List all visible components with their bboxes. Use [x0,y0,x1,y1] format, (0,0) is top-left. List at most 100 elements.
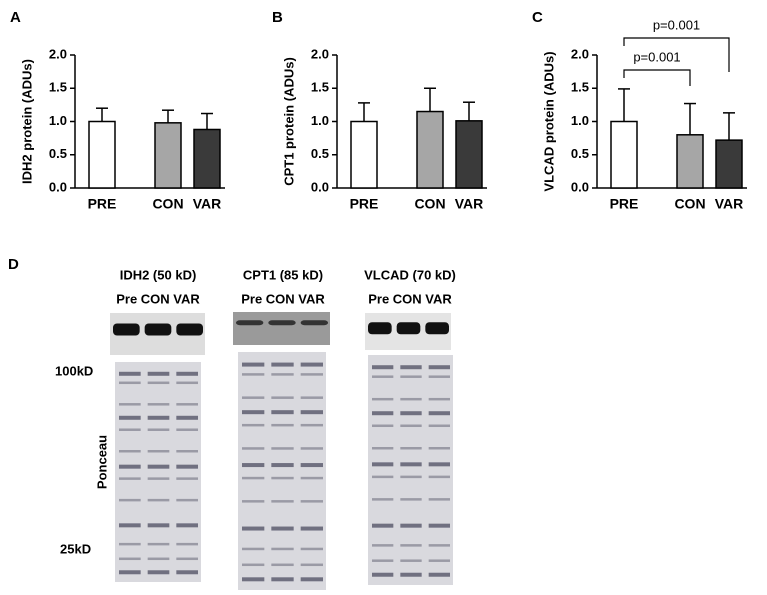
ponceau-band [428,365,450,370]
bar [350,120,378,189]
ponceau-band [372,572,394,577]
x-tick-label: VAR [193,196,222,212]
ponceau-band [428,544,450,547]
ponceau-band [147,570,170,575]
ponceau-band [147,477,170,480]
bar [676,134,704,189]
ponceau-band [300,526,323,531]
ponceau-band [242,410,265,415]
ponceau-band [119,403,141,406]
y-tick-label: 1.5 [571,80,589,95]
ponceau-band [271,463,294,468]
ponceau-band [372,544,394,547]
x-tick-label: CON [674,196,705,212]
ponceau-band [271,362,294,367]
ponceau-band [428,397,450,401]
ponceau-band [400,375,422,378]
x-tick-label: PRE [610,196,639,212]
ponceau-band [300,396,323,399]
p-value: p=0.001 [633,49,680,64]
ponceau-band [119,542,141,546]
ponceau-band [372,498,394,501]
y-tick-label: 1.0 [571,113,589,128]
ponceau-band [300,373,323,376]
ponceau-band [400,498,422,501]
bar [715,139,743,189]
ponceau-band [176,450,198,453]
y-axis-label: VLCAD protein (ADUs) [541,51,556,191]
ponceau-band [300,447,323,450]
bar [193,128,221,189]
ponceau-band [147,557,170,561]
ponceau-band [176,371,198,376]
panel-label: B [272,9,283,26]
ponceau-band [176,498,198,502]
ponceau-band [147,381,170,385]
ponceau-band [300,547,323,551]
y-tick-label: 0.5 [311,146,329,161]
significance-bracket [623,37,730,72]
blot-band [268,320,296,326]
y-tick-label: 0.0 [311,179,329,194]
ponceau-band [119,498,141,502]
ponceau-band [271,500,294,503]
ponceau-band [372,375,394,378]
blot-band [300,320,328,326]
ponceau-band [400,544,422,547]
ponceau-band [271,563,294,567]
blot-band [176,323,203,336]
lane-labels: Pre CON VAR [241,291,325,306]
ponceau-band [428,411,450,416]
ponceau-band [242,423,265,427]
blot-title: IDH2 (50 kD) [120,267,197,282]
ponceau-band [242,362,265,367]
ponceau-band [271,447,294,450]
blot-title: VLCAD (70 kD) [364,267,456,282]
y-tick-label: 1.5 [311,80,329,95]
ponceau-band [176,477,198,480]
ponceau-band [428,572,450,577]
ponceau-image [115,362,201,582]
ponceau-band [400,475,422,479]
ponceau-band [428,447,450,450]
x-tick-label: PRE [88,196,117,212]
ponceau-band [242,526,265,531]
blot-band [368,322,392,335]
marker-label: 25kD [60,541,91,556]
ponceau-band [242,476,265,480]
significance-bracket [623,69,691,86]
ponceau-band [372,424,394,428]
x-tick-label: PRE [350,196,379,212]
ponceau-band [300,563,323,567]
ponceau-band [300,410,323,415]
ponceau-band [400,572,422,577]
blot-band [425,322,449,335]
ponceau-band [400,523,422,528]
ponceau-band [119,371,141,376]
ponceau-band [119,450,141,453]
ponceau-band [271,423,294,427]
ponceau-band [242,396,265,399]
blot-band [396,322,421,335]
ponceau-band [119,477,141,480]
ponceau-band [400,447,422,450]
bar [455,120,483,189]
ponceau-band [242,373,265,376]
x-tick-label: VAR [715,196,744,212]
ponceau-band [119,557,141,561]
x-tick-label: CON [152,196,183,212]
blot-image [233,312,330,345]
ponceau-image [368,355,453,585]
ponceau-band [176,557,198,561]
ponceau-band [147,523,170,528]
x-tick-label: VAR [455,196,484,212]
ponceau-band [242,563,265,567]
y-tick-label: 2.0 [571,46,589,61]
ponceau-band [176,403,198,406]
y-tick-label: 2.0 [49,46,67,61]
ponceau-band [300,577,323,582]
y-tick-label: 1.0 [311,113,329,128]
ponceau-band [119,381,141,385]
bar [416,110,444,189]
ponceau-band [400,462,422,467]
